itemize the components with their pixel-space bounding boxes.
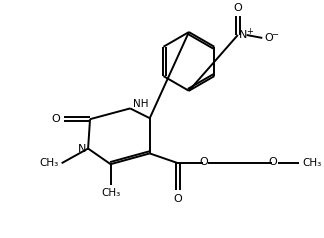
- Text: +: +: [246, 27, 252, 36]
- Text: −: −: [271, 30, 278, 40]
- Text: NH: NH: [133, 99, 149, 109]
- Text: N: N: [78, 144, 86, 154]
- Text: O: O: [269, 157, 277, 167]
- Text: CH₃: CH₃: [40, 158, 59, 168]
- Text: CH₃: CH₃: [101, 188, 120, 198]
- Text: N: N: [239, 30, 247, 40]
- Text: O: O: [199, 157, 208, 167]
- Text: O: O: [234, 4, 242, 14]
- Text: CH₃: CH₃: [302, 158, 322, 168]
- Text: O: O: [174, 193, 182, 203]
- Text: O: O: [264, 33, 273, 43]
- Text: O: O: [51, 114, 60, 124]
